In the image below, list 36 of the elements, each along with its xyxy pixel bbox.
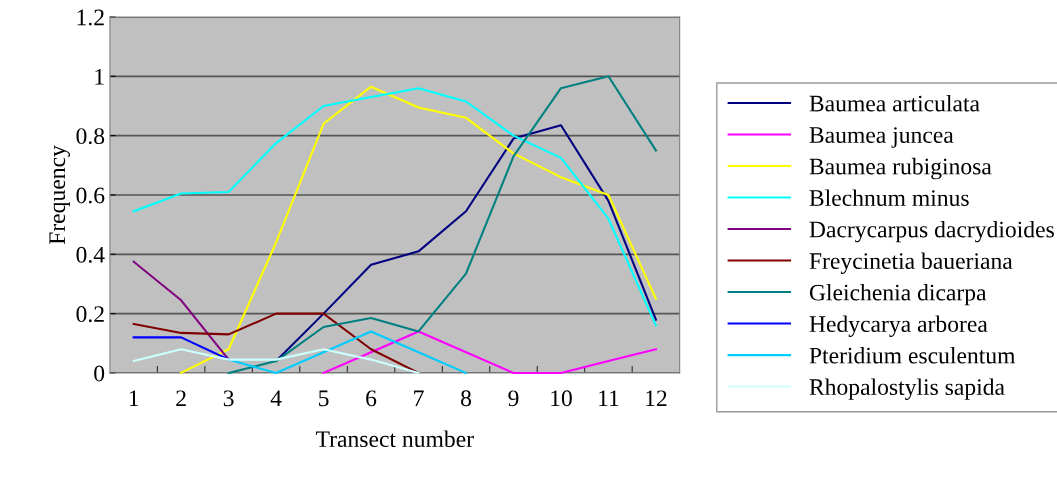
x-tick-label: 4 bbox=[270, 390, 282, 407]
x-tick-label: 2 bbox=[176, 390, 186, 407]
x-tick-label: 7 bbox=[414, 390, 424, 407]
x-tick-label: 10 bbox=[551, 390, 572, 407]
legend-label: Baumea articulata bbox=[809, 94, 980, 112]
legend-label: Freycinetia baueriana bbox=[809, 252, 1013, 274]
x-tick-label: 9 bbox=[508, 390, 519, 407]
y-axis-title: Frequency bbox=[49, 145, 70, 245]
line-series bbox=[132, 312, 420, 374]
y-tick-label: 0.8 bbox=[76, 128, 105, 145]
y-tick-label: 0 bbox=[94, 365, 105, 382]
y-tick-label: 1.2 bbox=[77, 9, 104, 26]
y-tick-label: 0.2 bbox=[76, 306, 104, 323]
line-series bbox=[132, 87, 657, 327]
x-tick-label: 11 bbox=[599, 390, 619, 407]
legend-label: Dacrycarpus dacrydioides bbox=[809, 220, 1054, 243]
legend-label: Hedycarya arborea bbox=[809, 315, 988, 337]
y-tick-label: 0.4 bbox=[76, 246, 105, 263]
legend-label: Rhopalostylis sapida bbox=[809, 378, 1005, 400]
line-series bbox=[227, 330, 468, 374]
x-tick-label: 6 bbox=[366, 390, 377, 407]
x-tick-label: 3 bbox=[223, 390, 234, 407]
x-tick-label: 8 bbox=[461, 390, 472, 407]
y-tick-label: 1 bbox=[95, 68, 104, 85]
x-tick-label: 12 bbox=[646, 390, 667, 407]
legend-label: Pteridium esculentum bbox=[809, 346, 1016, 364]
line-series bbox=[132, 348, 420, 374]
line-series bbox=[322, 330, 657, 374]
legend-label: Baumea rubiginosa bbox=[809, 157, 992, 180]
legend-label: Blechnum minus bbox=[809, 189, 969, 207]
y-tick-label: 0.6 bbox=[76, 187, 105, 204]
x-tick-label: 1 bbox=[129, 390, 139, 407]
legend-label: Gleichenia dicarpa bbox=[809, 283, 987, 306]
x-axis-title: Transect number bbox=[315, 430, 474, 448]
legend-label: Baumea juncea bbox=[809, 127, 954, 148]
x-tick-label: 5 bbox=[319, 390, 329, 407]
